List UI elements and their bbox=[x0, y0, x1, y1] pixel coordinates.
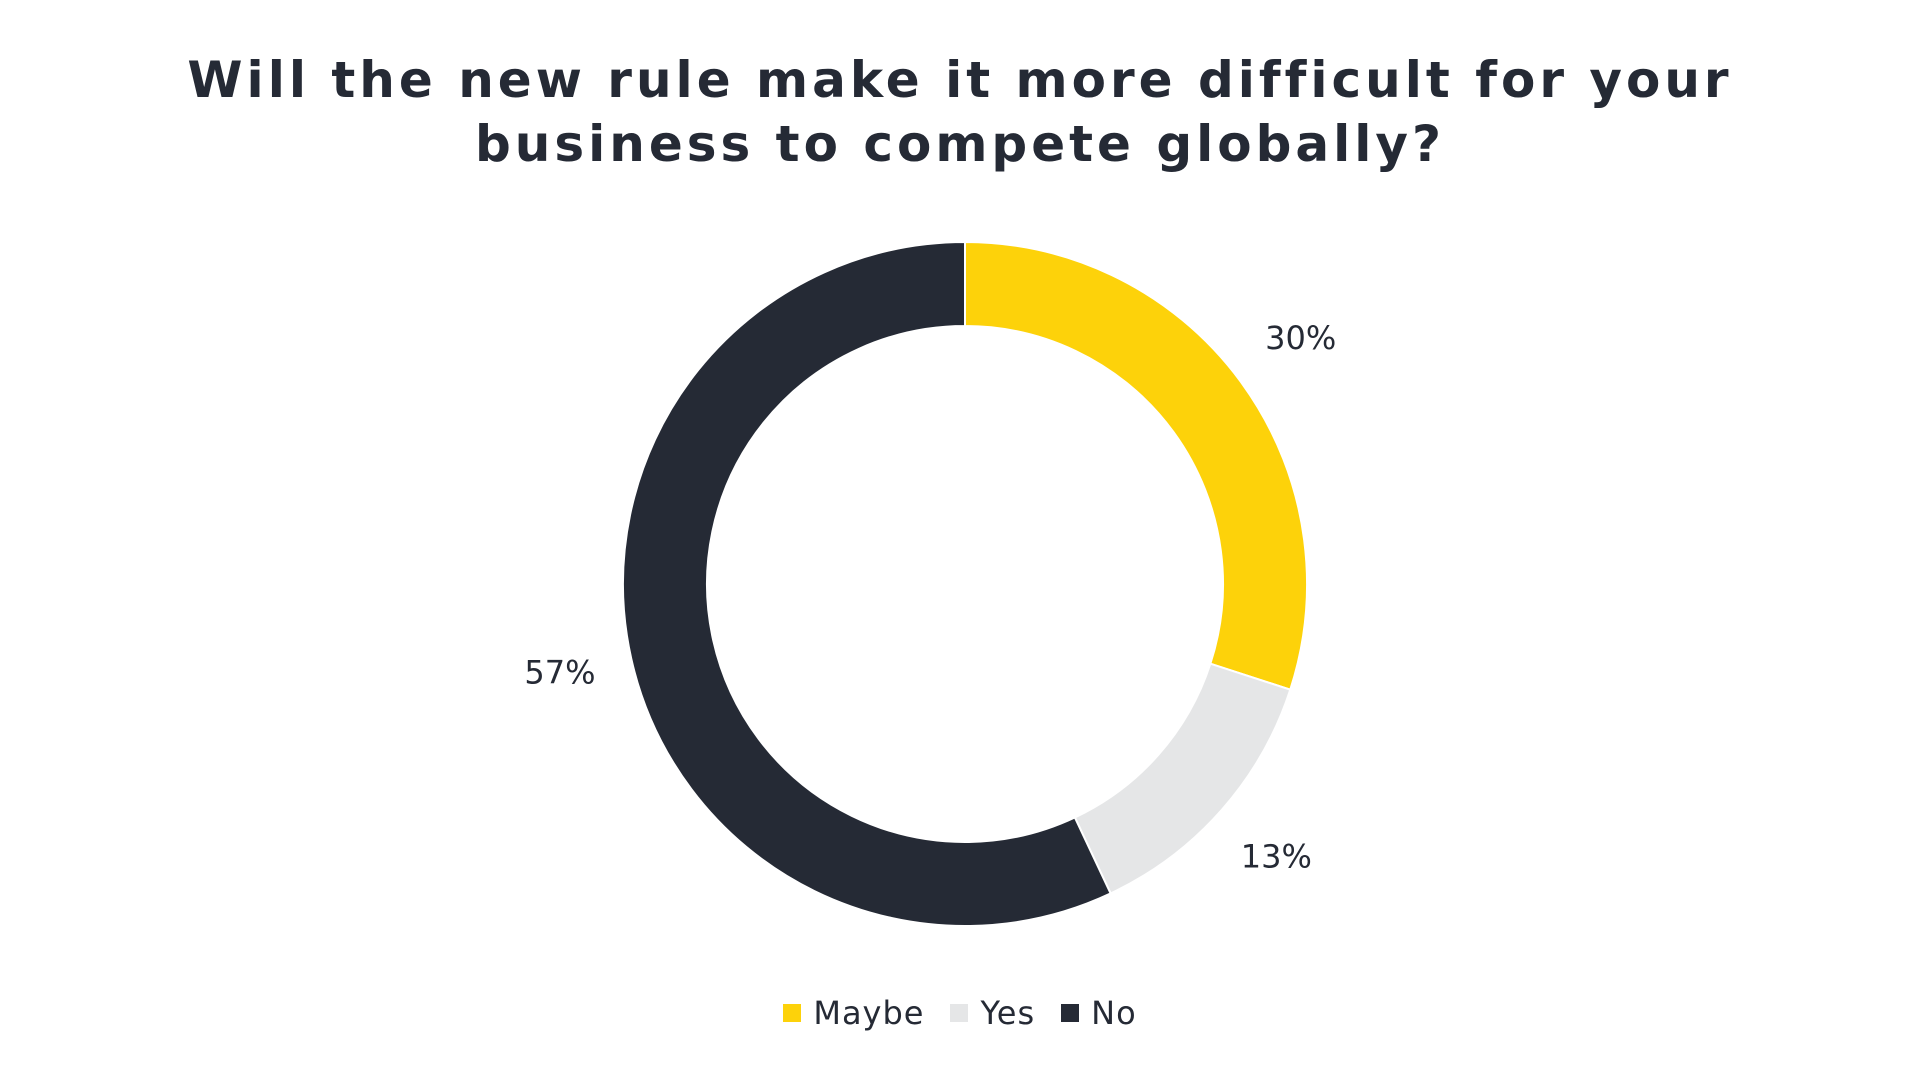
legend-label-yes: Yes bbox=[980, 994, 1036, 1032]
chart-title-line-2: business to compete globally? bbox=[474, 115, 1446, 173]
legend-swatch-yes bbox=[950, 1004, 969, 1022]
legend-swatch-no bbox=[1061, 1004, 1080, 1022]
chart-title-line-1: Will the new rule make it more difficult… bbox=[187, 51, 1733, 109]
data-label-yes: 13% bbox=[1241, 837, 1312, 875]
chart-title: Will the new rule make it more difficult… bbox=[0, 48, 1920, 176]
donut-slice-no bbox=[622, 240, 1112, 927]
legend-item-yes: Yes bbox=[950, 994, 1035, 1032]
donut-slices bbox=[622, 240, 1308, 927]
data-label-no: 57% bbox=[524, 654, 595, 692]
legend-label-no: No bbox=[1091, 994, 1137, 1032]
donut-slice-maybe bbox=[964, 240, 1308, 691]
legend-label-maybe: Maybe bbox=[813, 994, 925, 1032]
legend-item-no: No bbox=[1061, 994, 1137, 1032]
donut-labels: 30% 13% 57% bbox=[524, 319, 1336, 875]
chart-legend: Maybe Yes No bbox=[0, 994, 1920, 1032]
legend-swatch-maybe bbox=[783, 1004, 802, 1022]
legend-item-maybe: Maybe bbox=[783, 994, 924, 1032]
data-label-maybe: 30% bbox=[1265, 319, 1336, 357]
